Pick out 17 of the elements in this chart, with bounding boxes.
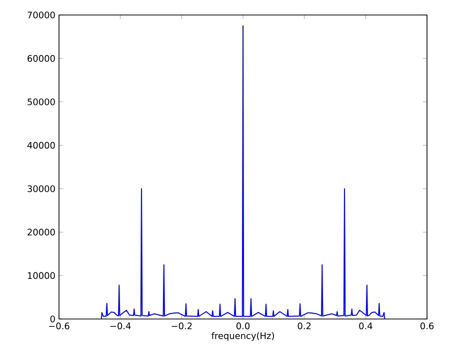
line-series <box>100 25 386 319</box>
x-tick-label: −0.4 <box>110 322 131 330</box>
y-tick-label: 20000 <box>28 228 55 236</box>
x-axis-title: frequency(Hz) <box>211 332 274 341</box>
y-tick-label: 50000 <box>28 98 55 106</box>
y-tick-label: 10000 <box>28 272 55 279</box>
x-tick-label: 0.6 <box>420 322 434 330</box>
y-tick-label: 70000 <box>28 12 55 18</box>
x-tick-label: 0.2 <box>298 322 311 330</box>
y-tick-label: 0 <box>50 316 55 322</box>
y-tick-label: 30000 <box>28 185 55 192</box>
y-tick-label: 40000 <box>27 142 55 149</box>
x-tick-label: −0.2 <box>172 322 192 330</box>
x-tick-label: 0.0 <box>236 322 250 330</box>
y-tick-label: 60000 <box>28 55 55 62</box>
x-tick-label: −0.6 <box>49 322 70 330</box>
x-tick-label: 0.4 <box>359 322 372 330</box>
